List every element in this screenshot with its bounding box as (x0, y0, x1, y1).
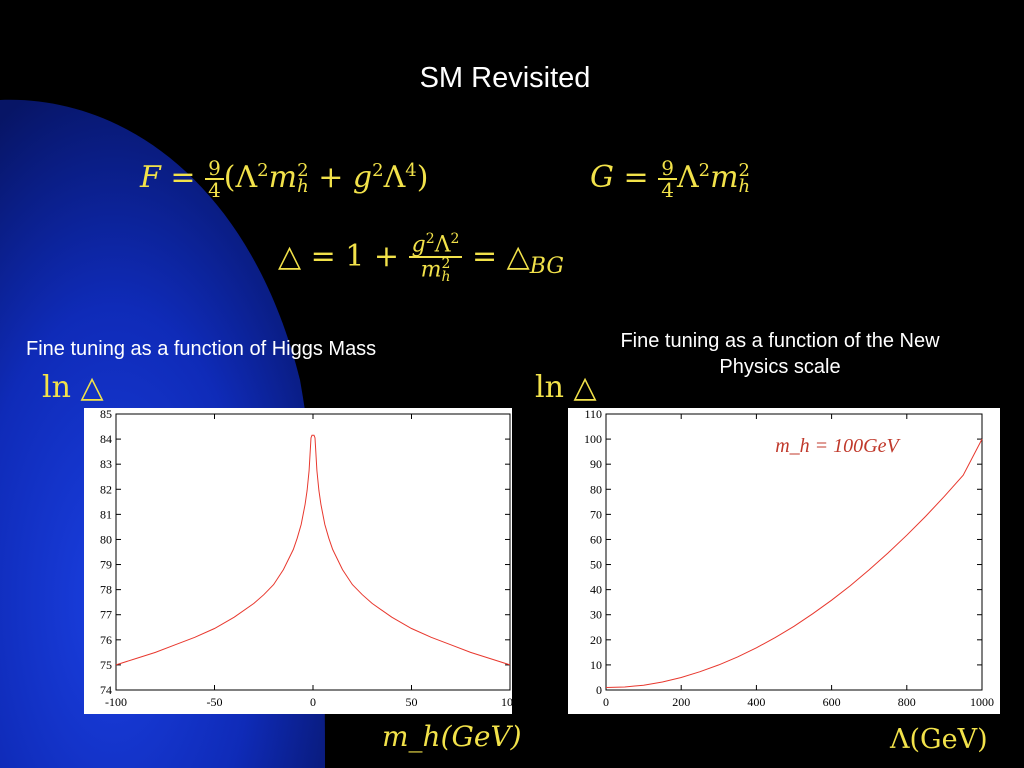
left-chart-ytick-label-1: 75 (100, 658, 112, 672)
right-plot: 0 10 20 30 40 50 60 70 80 90 100 110 0 200 400 600 800 10… (568, 408, 1000, 714)
right-chart-xtick-label-4: 800 (898, 695, 916, 709)
right-chart-ytick-label-0: 0 (596, 683, 602, 697)
right-chart-xtick-label-2: 400 (747, 695, 765, 709)
right-chart-ytick-label-5: 50 (590, 558, 602, 572)
left-chart-xtick-label-1: -50 (207, 695, 223, 709)
left-chart-ytick-label-3: 77 (100, 608, 112, 622)
left-chart-frame (115, 413, 511, 691)
left-chart-ytick-label-11: 85 (100, 408, 112, 421)
left-chart-xtick-label-4: 100 (501, 695, 512, 709)
left-ylabel: ln △ (42, 370, 104, 405)
right-chart-series-line (605, 438, 983, 688)
left-chart-ytick-label-9: 83 (100, 457, 112, 471)
left-chart-xtick-label-3: 50 (406, 695, 418, 709)
right-chart-ytick-label-2: 20 (590, 633, 602, 647)
left-chart-ytick-label-5: 79 (100, 558, 112, 572)
slide-title: SM Revisited (419, 62, 591, 94)
right-chart-ytick-label-8: 80 (590, 482, 602, 496)
right-chart-xtick-label-3: 600 (823, 695, 841, 709)
left-chart-xtick-label-0: -100 (105, 695, 127, 709)
left-chart-ytick-label-7: 81 (100, 507, 112, 521)
left-chart-ytick-label-6: 80 (100, 532, 112, 546)
right-chart-ytick-label-1: 10 (590, 658, 602, 672)
right-caption-line1: Fine tuning as a function of the New (620, 330, 940, 352)
left-chart-ytick-label-0: 74 (100, 683, 112, 697)
right-xlabel: Λ(GeV) (890, 724, 988, 755)
left-chart-xtick-label-2: 0 (310, 695, 316, 709)
right-chart-ytick-label-11: 110 (584, 408, 602, 421)
right-chart-ytick-label-7: 70 (590, 507, 602, 521)
left-xlabel: m_h(GeV) (382, 720, 522, 753)
left-chart-ytick-label-10: 84 (100, 432, 112, 446)
right-chart-xtick-label-0: 0 (603, 695, 609, 709)
left-chart-series-line (115, 434, 511, 666)
right-chart-frame (605, 413, 983, 691)
left-caption: Fine tuning as a function of Higgs Mass (26, 338, 377, 360)
left-chart-ytick-label-4: 78 (100, 583, 112, 597)
right-chart-xtick-label-1: 200 (672, 695, 690, 709)
right-chart-ytick-label-3: 30 (590, 608, 602, 622)
right-chart-ytick-label-4: 40 (590, 583, 602, 597)
right-chart-ytick-label-6: 60 (590, 532, 602, 546)
right-chart-ytick-label-10: 100 (584, 432, 602, 446)
right-chart-annotation: m_h = 100GeV (775, 435, 901, 457)
right-chart-xtick-label-5: 1000 (970, 695, 994, 709)
right-caption: Fine tuning as a function of the New Phy… (560, 328, 1000, 380)
formula-f: F = 9 4 (Λ2m 2 h + g2Λ4) (140, 156, 429, 202)
right-chart-ytick-label-9: 90 (590, 457, 602, 471)
right-caption-line2: Physics scale (719, 356, 841, 378)
formula-g: G = 9 4 Λ2m 2 h (590, 156, 751, 202)
left-plot: 74 75 76 77 78 79 80 81 82 83 84 85 -100 -50 0 50 100 (84, 408, 512, 714)
right-ylabel: ln △ (535, 370, 597, 405)
left-chart-ytick-label-2: 76 (100, 633, 112, 647)
left-chart-ytick-label-8: 82 (100, 482, 112, 496)
